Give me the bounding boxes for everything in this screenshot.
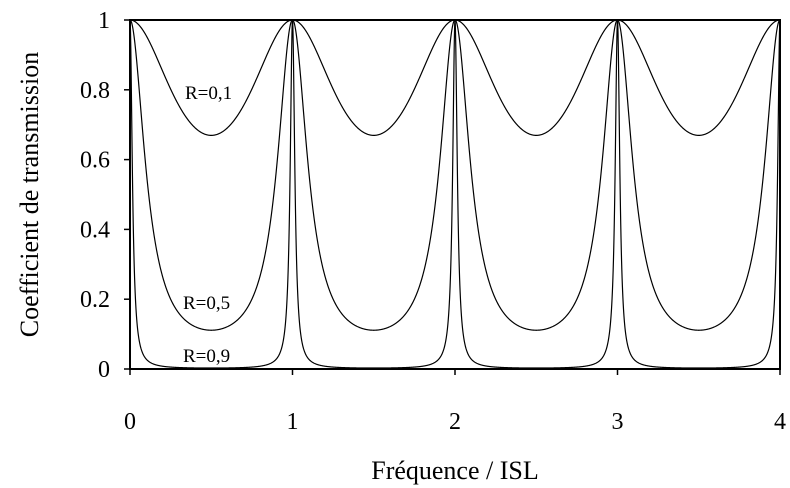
series-labels: R=0,1 R=0,5 R=0,9 (183, 83, 232, 367)
curves-group (129, 19, 781, 369)
y-tick-label: 0.2 (80, 287, 110, 313)
x-tick-label: 1 (287, 409, 299, 435)
y-tick-label: 0.6 (80, 148, 110, 174)
y-tick-label: 0.4 (80, 217, 110, 243)
series-label-1: R=0,1 (185, 83, 232, 104)
series-line-2 (129, 19, 781, 331)
x-axis-title: Fréquence / ISL (371, 456, 539, 485)
y-tick-label: 1 (98, 8, 110, 34)
x-tick-label: 0 (124, 409, 136, 435)
y-tick-label: 0 (98, 357, 110, 383)
series-label-3: R=0,9 (183, 346, 230, 367)
plot-frame (129, 19, 781, 370)
x-tick-label: 4 (774, 409, 786, 435)
x-axis-ticks: 0 1 2 3 4 (124, 369, 786, 435)
series-line-1 (130, 19, 780, 136)
series-line-3 (129, 19, 781, 369)
y-axis-ticks: 0 0.2 0.4 0.6 0.8 1 (80, 8, 130, 383)
y-tick-label: 0.8 (80, 78, 110, 104)
x-tick-label: 2 (449, 409, 461, 435)
series-label-2: R=0,5 (183, 293, 230, 314)
x-tick-label: 3 (612, 409, 624, 435)
y-axis-title: Coefficient de transmission (15, 52, 44, 337)
